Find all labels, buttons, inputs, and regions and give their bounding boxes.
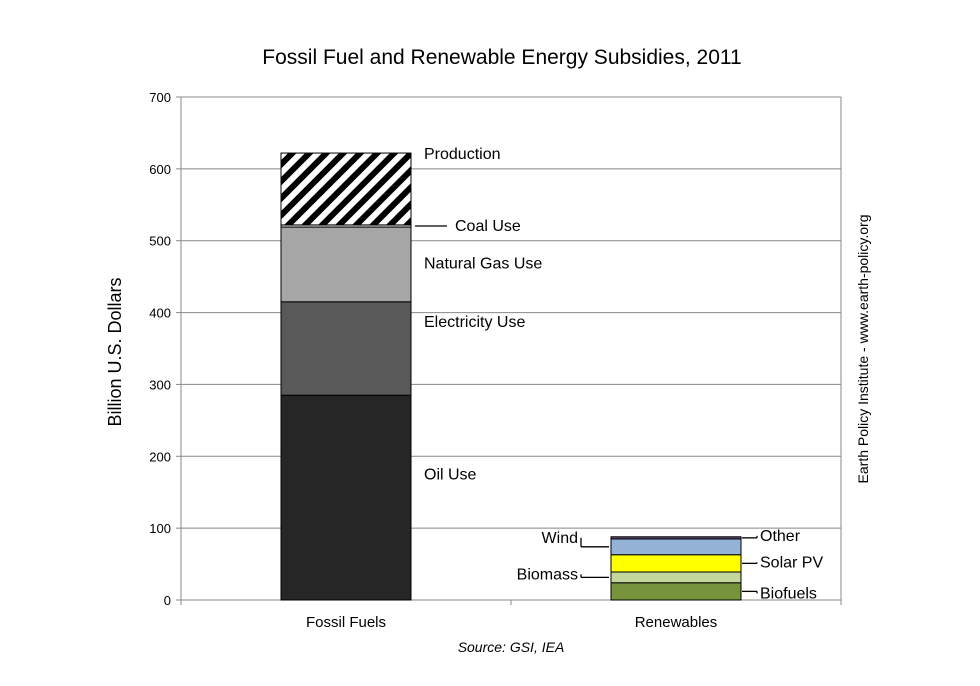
segment-label-coal-use: Coal Use	[455, 218, 521, 235]
x-category-label: Fossil Fuels	[306, 614, 386, 631]
bar-segment-renewables-other	[610, 536, 742, 540]
bar-segment-fossil-fuels-oil-use	[280, 394, 412, 601]
y-tick-label: 600	[149, 162, 171, 177]
y-axis-label: Billion U.S. Dollars	[105, 277, 125, 426]
segment-label-oil-use: Oil Use	[424, 467, 477, 484]
bar-segment-fossil-fuels-natural-gas-use	[280, 226, 412, 303]
y-tick-label: 700	[149, 90, 171, 105]
source-note: Source: GSI, IEA	[458, 639, 565, 655]
y-tick-label: 100	[149, 521, 171, 536]
segment-label-other: Other	[760, 528, 801, 545]
segment-label-production: Production	[424, 146, 501, 163]
y-tick-label: 500	[149, 234, 171, 249]
bar-segment-renewables-solar-pv	[610, 554, 742, 573]
bar-segment-fossil-fuels-production	[280, 152, 412, 226]
segment-label-electricity-use: Electricity Use	[424, 314, 525, 331]
y-tick-label: 0	[164, 593, 171, 608]
bar-segment-renewables-biofuels	[610, 582, 742, 601]
side-note: Earth Policy Institute - www.earth-polic…	[855, 215, 871, 484]
segment-label-solar-pv: Solar PV	[760, 554, 823, 571]
x-category-label: Renewables	[635, 614, 718, 631]
y-tick-label: 200	[149, 449, 171, 464]
segment-label-natural-gas-use: Natural Gas Use	[424, 255, 542, 272]
bar-segment-renewables-wind	[610, 538, 742, 556]
segment-label-biofuels: Biofuels	[760, 585, 817, 602]
bar-segment-fossil-fuels-electricity-use	[280, 301, 412, 396]
y-tick-label: 300	[149, 377, 171, 392]
chart-title: Fossil Fuel and Renewable Energy Subsidi…	[262, 46, 741, 69]
segment-label-wind: Wind	[542, 530, 578, 547]
bar-segment-renewables-biomass	[610, 571, 742, 584]
y-tick-label: 400	[149, 306, 171, 321]
segment-label-biomass: Biomass	[517, 566, 578, 583]
